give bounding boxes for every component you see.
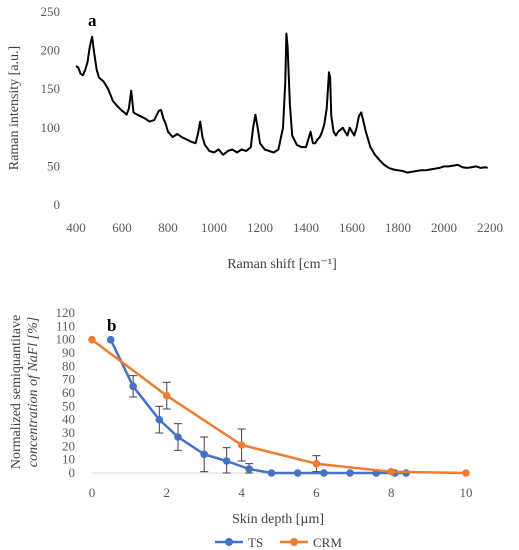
ts-point bbox=[106, 335, 115, 344]
panel-b-x-tick-4: 4 bbox=[238, 485, 245, 500]
panel-b-letter: b bbox=[107, 316, 116, 335]
panel-a-y-tick-50: 50 bbox=[47, 158, 60, 173]
panel-a-y-tick-labels: 0 50 100 150 200 250 bbox=[41, 4, 61, 212]
panel-b-y-tick-30: 30 bbox=[62, 425, 75, 440]
panel-b-x-tick-6: 6 bbox=[313, 485, 320, 500]
panel-a-y-tick-0: 0 bbox=[54, 197, 61, 212]
panel-b-y-axis-label-line1: Normalized semiquantitave bbox=[9, 315, 24, 469]
ts-point bbox=[129, 382, 137, 391]
legend-ts-label: TS bbox=[248, 535, 263, 550]
panel-b-y-tick-40: 40 bbox=[62, 412, 75, 427]
ts-point bbox=[155, 415, 164, 424]
ts-point bbox=[346, 469, 354, 477]
panel-a: a 0 50 100 150 200 250 400 600 800 1000 1200 1400 1… bbox=[7, 4, 503, 272]
panel-a-x-tick-labels: 400 600 800 1000 1200 1400 1600 1800 2000 2200 bbox=[66, 220, 503, 235]
legend-crm-marker bbox=[290, 538, 298, 546]
panel-b-y-tick-50: 50 bbox=[62, 398, 75, 413]
panel-a-y-tick-150: 150 bbox=[41, 81, 61, 96]
panel-a-x-tick-1400: 1400 bbox=[293, 220, 319, 235]
panel-b-y-axis-label-line2: concentration of NaFl [%] bbox=[26, 317, 41, 468]
panel-b-series bbox=[88, 335, 470, 477]
panel-a-x-tick-1000: 1000 bbox=[201, 220, 227, 235]
panel-a-y-tick-200: 200 bbox=[41, 43, 61, 58]
crm-point bbox=[312, 459, 321, 468]
panel-a-x-tick-1600: 1600 bbox=[339, 220, 365, 235]
panel-b-y-tick-100: 100 bbox=[56, 332, 76, 347]
panel-b-x-tick-2: 2 bbox=[164, 485, 171, 500]
panel-a-x-tick-2200: 2200 bbox=[477, 220, 503, 235]
panel-a-x-tick-400: 400 bbox=[66, 220, 86, 235]
panel-b-y-tick-80: 80 bbox=[62, 358, 75, 373]
crm-point bbox=[163, 391, 171, 400]
panel-b-x-tick-8: 8 bbox=[388, 485, 395, 500]
ts-point bbox=[293, 469, 302, 477]
panel-b-y-tick-20: 20 bbox=[62, 438, 75, 453]
panel-b-y-tick-60: 60 bbox=[62, 385, 75, 400]
panel-b-x-tick-10: 10 bbox=[460, 485, 473, 500]
panel-a-x-tick-600: 600 bbox=[112, 220, 132, 235]
panel-a-y-tick-100: 100 bbox=[41, 120, 61, 135]
ts-point bbox=[174, 433, 182, 441]
panel-a-letter: a bbox=[88, 11, 97, 30]
ts-point bbox=[200, 450, 208, 459]
panel-b-y-tick-90: 90 bbox=[62, 345, 75, 360]
ts-point bbox=[245, 465, 253, 473]
ts-point bbox=[222, 457, 231, 465]
crm-point bbox=[237, 441, 246, 449]
crm-point bbox=[88, 335, 96, 344]
panel-a-y-tick-250: 250 bbox=[41, 4, 61, 19]
legend-crm-label: CRM bbox=[313, 535, 342, 550]
panel-b-y-tick-0: 0 bbox=[69, 465, 76, 480]
panel-b-y-tick-120: 120 bbox=[56, 305, 76, 320]
panel-b-x-tick-0: 0 bbox=[89, 485, 96, 500]
raman-spectrum-line bbox=[75, 32, 488, 174]
panel-a-x-tick-1800: 1800 bbox=[385, 220, 411, 235]
panel-b-y-tick-70: 70 bbox=[62, 372, 75, 387]
panel-b-legend: TS CRM bbox=[215, 535, 342, 550]
panel-a-x-tick-800: 800 bbox=[158, 220, 178, 235]
panel-a-y-axis-label: Raman intensity [a.u.] bbox=[7, 46, 22, 170]
panel-b-x-axis-label: Skin depth [µm] bbox=[232, 512, 324, 527]
panel-a-x-tick-1200: 1200 bbox=[247, 220, 273, 235]
crm-line bbox=[91, 338, 467, 475]
legend-ts-marker bbox=[225, 538, 233, 546]
panel-a-x-tick-2000: 2000 bbox=[431, 220, 457, 235]
panel-b-y-tick-110: 110 bbox=[56, 318, 75, 333]
panel-a-x-axis-label: Raman shift [cm⁻¹] bbox=[227, 257, 337, 272]
crm-point bbox=[462, 469, 470, 477]
panel-b-y-tick-10: 10 bbox=[62, 452, 75, 467]
ts-line bbox=[109, 339, 407, 475]
ts-point bbox=[320, 469, 328, 477]
crm-point bbox=[387, 467, 396, 476]
ts-point bbox=[267, 469, 276, 477]
panel-b-x-tick-labels: 0 2 4 6 8 10 bbox=[89, 485, 473, 500]
